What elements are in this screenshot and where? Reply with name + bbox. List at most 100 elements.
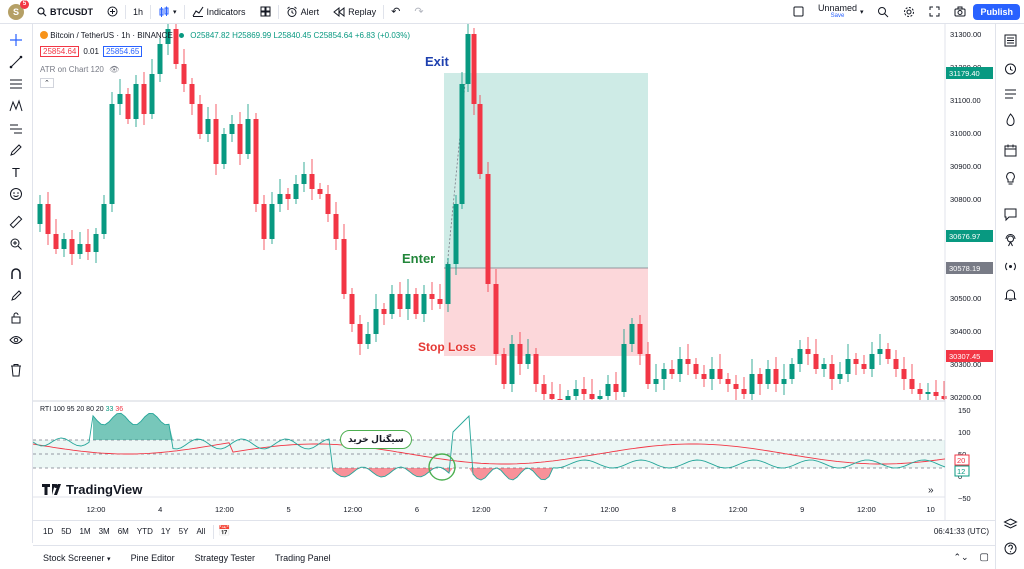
compare-symbol-button[interactable] [100, 0, 125, 24]
interval-button[interactable]: 1h [126, 0, 150, 24]
scroll-to-realtime-button[interactable]: » [928, 485, 934, 496]
price-tick-label: 31000.00 [950, 129, 981, 138]
candle-body [741, 389, 747, 394]
utc-clock[interactable]: 06:41:33 (UTC) [933, 527, 989, 536]
broadcast-icon[interactable] [1002, 258, 1019, 275]
alert-button[interactable]: Alert [279, 0, 327, 24]
candle-body [517, 344, 523, 364]
zoom-in-icon[interactable] [8, 236, 24, 252]
range-button-6m[interactable]: 6M [117, 527, 129, 536]
range-button-ytd[interactable]: YTD [136, 527, 153, 536]
range-button-all[interactable]: All [196, 527, 206, 536]
trend-line-icon[interactable] [8, 54, 24, 70]
buy-price-button[interactable]: 25854.65 [102, 46, 143, 57]
snapshot-button[interactable] [947, 0, 973, 24]
pattern-icon[interactable] [8, 98, 24, 114]
range-button-1m[interactable]: 1M [79, 527, 91, 536]
tradingview-watermark[interactable]: TradingView [42, 482, 142, 497]
indicators-button[interactable]: Indicators [185, 0, 253, 24]
text-icon[interactable]: T [12, 164, 20, 180]
maximize-panel-icon[interactable]: ▢ [979, 552, 989, 563]
chevron-down-icon: ▾ [107, 555, 111, 563]
eye-off-icon[interactable]: 👁 [109, 65, 120, 74]
alerts-clock-icon[interactable] [1002, 60, 1019, 77]
streams-icon[interactable] [1002, 232, 1019, 249]
candle-body [861, 364, 867, 369]
layout-select-icon[interactable] [786, 0, 811, 24]
oscillator-value-1: 33 [105, 406, 114, 413]
range-button-1y[interactable]: 1Y [160, 527, 171, 536]
symbol-search-button[interactable]: BTCUSDT [30, 0, 100, 24]
range-button-5y[interactable]: 5Y [178, 527, 189, 536]
data-window-icon[interactable] [1002, 86, 1019, 103]
candle-body [173, 29, 179, 64]
time-axis[interactable]: 12:00 4 12:00 5 12:00 6 12:00 7 12:00 8 12:00 9 12:0… [87, 505, 935, 514]
trash-icon[interactable] [8, 362, 24, 378]
candle-body [285, 194, 291, 199]
chevron-down-icon: ▾ [173, 8, 177, 16]
candle-body [549, 394, 555, 399]
brush-icon[interactable] [8, 142, 24, 158]
calendar-icon[interactable] [1002, 142, 1019, 159]
candle-body [629, 324, 635, 344]
candle-body [341, 239, 347, 294]
chart-type-button[interactable]: ▾ [151, 0, 184, 24]
price-tick-label: 31100.00 [950, 96, 981, 105]
chat-icon[interactable] [1002, 206, 1019, 223]
undo-button[interactable]: ↶ [384, 0, 407, 24]
candle-body [613, 384, 619, 392]
spread-value: 0.01 [83, 47, 99, 56]
sell-price-button[interactable]: 25854.64 [40, 46, 80, 57]
candle-body [317, 189, 323, 194]
calendar-range-icon[interactable]: 📅 [218, 526, 231, 537]
price-axis[interactable]: 31300.0031200.0031100.0031000.0030900.00… [946, 30, 993, 402]
candle-body [269, 204, 275, 239]
ideas-bulb-icon[interactable] [1002, 170, 1019, 187]
price-tag-label: 31179.40 [949, 69, 980, 78]
range-button-5d[interactable]: 5D [61, 527, 72, 536]
templates-button[interactable] [253, 0, 278, 24]
layers-icon[interactable] [1002, 516, 1019, 533]
magnet-icon[interactable] [8, 266, 24, 282]
range-button-3m[interactable]: 3M [98, 527, 110, 536]
collapse-panel-icon[interactable]: ⌃⌄ [953, 552, 969, 562]
candle-body [821, 364, 827, 369]
tab-strategy-tester[interactable]: Strategy Tester [194, 552, 255, 563]
bitcoin-icon [40, 31, 48, 39]
quick-search-button[interactable] [870, 0, 896, 24]
layout-name-button[interactable]: Unnamed Save ▾ [811, 0, 871, 24]
fib-retracement-icon[interactable] [8, 76, 24, 92]
tab-trading-panel[interactable]: Trading Panel [274, 552, 331, 563]
prediction-icon[interactable] [8, 120, 24, 136]
price-tag: 30676.97 [946, 230, 993, 242]
plus-circle-icon [107, 6, 118, 17]
replay-button[interactable]: Replay [326, 0, 383, 24]
range-button-1d[interactable]: 1D [43, 527, 54, 536]
collapse-legend-button[interactable]: ⌃ [40, 78, 54, 88]
candle-body [637, 324, 643, 354]
ruler-icon[interactable] [8, 214, 24, 230]
tab-pine-editor[interactable]: Pine Editor [130, 552, 175, 563]
eye-icon[interactable] [8, 332, 24, 348]
lock-icon[interactable] [8, 310, 24, 326]
stop-loss-zone[interactable] [444, 268, 648, 356]
watchlist-icon[interactable] [1002, 32, 1019, 49]
price-tick-label: 30200.00 [950, 393, 981, 402]
fullscreen-button[interactable] [922, 0, 947, 24]
candle-body [773, 369, 779, 384]
tab-stock-screener[interactable]: Stock Screener ▾ [43, 552, 111, 563]
redo-button[interactable]: ↷ [407, 0, 430, 24]
hotlist-fire-icon[interactable] [1002, 112, 1019, 129]
candle-body [69, 239, 75, 254]
candle-body [181, 64, 187, 84]
user-avatar[interactable]: S 5 [8, 0, 29, 20]
notifications-bell-icon[interactable] [1002, 286, 1019, 303]
emoji-icon[interactable] [8, 186, 24, 202]
interval-label: 1h [133, 6, 144, 17]
crosshair-icon[interactable] [8, 32, 24, 48]
publish-button[interactable]: Publish [973, 3, 1020, 20]
help-icon[interactable] [1002, 540, 1019, 557]
settings-button[interactable] [896, 0, 922, 24]
pencil-lock-icon[interactable] [8, 288, 24, 304]
chart-area[interactable]: 31300.0031200.0031100.0031000.0030900.00… [33, 24, 995, 520]
